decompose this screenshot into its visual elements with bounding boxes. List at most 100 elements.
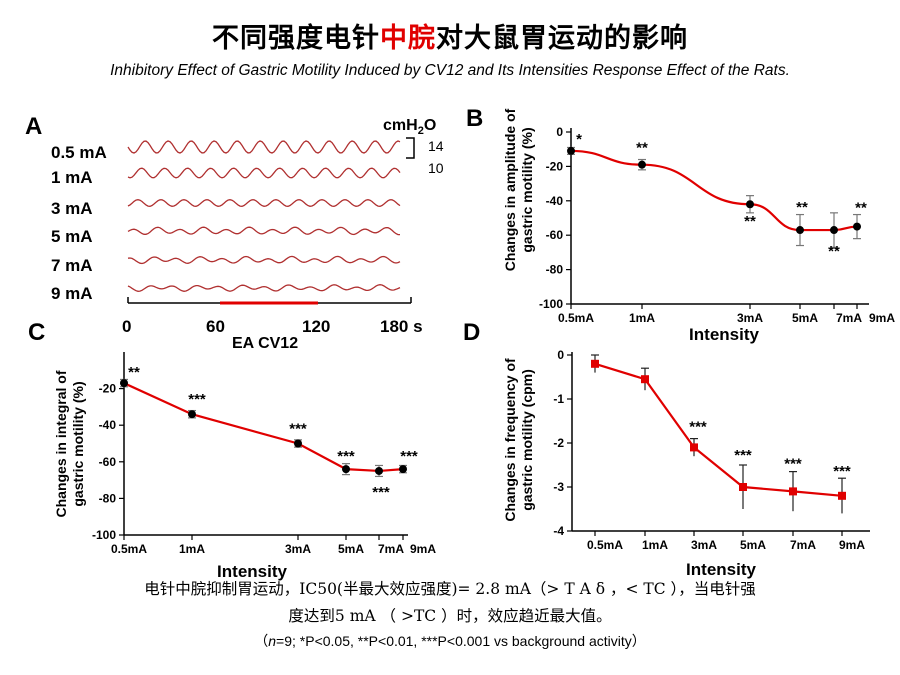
pressure-scale-bar <box>406 137 415 159</box>
y-tick-label: 0 <box>557 348 564 362</box>
x-axis-title: Intensity <box>689 325 759 344</box>
significance-mark: *** <box>372 484 390 501</box>
y-tick-label: -3 <box>553 480 564 494</box>
data-point <box>853 222 861 231</box>
series-line <box>594 362 843 497</box>
y-tick-label: -80 <box>546 263 564 277</box>
y-tick-label: -80 <box>99 491 117 505</box>
significance-mark: * <box>576 131 582 148</box>
data-point <box>638 160 646 169</box>
y-axis-title: Changes in amplitude ofgastric motility … <box>502 108 535 271</box>
significance-mark: ** <box>828 243 840 260</box>
significance-mark: ** <box>796 199 808 216</box>
trace-row-label: 7 mA <box>51 256 93 275</box>
data-point <box>294 439 302 448</box>
title-highlight: 中脘 <box>380 23 436 54</box>
data-point <box>830 226 838 235</box>
x-tick-label: 3mA <box>691 538 717 552</box>
significance-mark: ** <box>855 200 867 217</box>
significance-mark: *** <box>400 448 418 465</box>
y-axis-title: Changes in integral ofgastric motility (… <box>53 370 86 517</box>
trace-row-label: 1 mA <box>51 168 93 187</box>
gastric-trace <box>127 167 401 179</box>
significance-mark: ** <box>744 213 756 230</box>
significance-mark: *** <box>833 463 851 480</box>
y-tick-label: -100 <box>539 297 563 311</box>
statistics-note: （n=9; *P<0.05, **P<0.01, ***P<0.001 vs b… <box>0 631 900 651</box>
gastric-trace <box>127 284 401 292</box>
time-tick-label: 60 <box>206 317 225 336</box>
x-tick-label: 3mA <box>285 542 311 556</box>
y-tick-label: -20 <box>99 382 117 396</box>
x-tick-label: 0.5mA <box>558 311 594 325</box>
panel-label: B <box>466 105 483 132</box>
data-point <box>120 379 128 388</box>
data-point <box>342 465 350 474</box>
gastric-trace <box>127 140 401 154</box>
x-tick-label: 5mA <box>792 311 818 325</box>
panel-a-label: A <box>25 113 42 140</box>
data-point <box>796 226 804 235</box>
x-axis-title: Intensity <box>686 560 756 579</box>
y-tick-label: -1 <box>553 392 564 406</box>
x-axis-title: Intensity <box>217 562 287 581</box>
significance-mark: *** <box>734 447 752 464</box>
y-tick-label: -40 <box>99 418 117 432</box>
trace-row-label: 0.5 mA <box>51 143 107 162</box>
pressure-scale-value: 14 <box>428 138 444 154</box>
time-tick-label: 120 <box>302 317 330 336</box>
pressure-unit-label: cmH2O <box>383 117 436 137</box>
x-tick-label: 9mA <box>839 538 865 552</box>
data-point <box>739 483 747 491</box>
x-tick-label: 1mA <box>629 311 655 325</box>
stimulation-label: EA CV12 <box>232 335 298 352</box>
gastric-trace <box>127 199 401 207</box>
slide-title: 不同强度电针中脘对大鼠胃运动的影响 <box>0 16 900 55</box>
data-point <box>746 200 754 209</box>
x-tick-label: 0.5mA <box>111 542 147 556</box>
data-point <box>641 375 649 384</box>
panel-label: D <box>463 319 480 346</box>
time-tick-label: 0 <box>122 317 131 336</box>
conclusion-line-1: 电针中脘抑制胃运动，IC50(半最大效应强度)= 2.8 mA（> T A δ … <box>144 580 756 598</box>
y-tick-label: -60 <box>546 228 564 242</box>
x-tick-label: 1mA <box>642 538 668 552</box>
panel-label: C <box>28 319 45 346</box>
significance-mark: *** <box>188 391 206 408</box>
x-tick-label: 1mA <box>179 542 205 556</box>
data-point <box>789 487 797 496</box>
y-tick-label: -4 <box>553 524 564 538</box>
data-point <box>838 491 846 500</box>
series-line <box>123 382 404 473</box>
note-rest: =9; *P<0.05, **P<0.01, ***P<0.001 vs bac… <box>276 633 646 649</box>
significance-mark: *** <box>784 455 802 472</box>
y-tick-label: -20 <box>546 159 564 173</box>
y-tick-label: 0 <box>556 125 563 139</box>
significance-mark: *** <box>289 421 307 438</box>
time-tick-label: 180 s <box>380 317 423 336</box>
trace-row-label: 5 mA <box>51 227 93 246</box>
trace-row-label: 3 mA <box>51 199 93 218</box>
title-part1: 不同强度电针 <box>212 23 380 54</box>
title-part2: 对大鼠胃运动的影响 <box>436 23 688 54</box>
significance-mark: *** <box>337 448 355 465</box>
significance-mark: ** <box>636 140 648 157</box>
panel-a-traces: A 0.5 mA 1 mA 3 mA 5 mA 7 mA 9 mA cmH2O 14 10… <box>25 113 444 352</box>
y-tick-label: -100 <box>92 528 116 542</box>
data-point <box>188 410 196 419</box>
x-tick-label: 5mA <box>740 538 766 552</box>
panel-d-chart: D 0 -1 -2 -3 -4 0.5mA 1mA 3mA 5mA 7mA 9mA Intensity C… <box>463 319 870 579</box>
note-open: （ <box>254 633 269 649</box>
data-point <box>690 443 698 452</box>
y-axis-title: Changes in frequency ofgastric motility … <box>502 358 535 522</box>
gastric-trace <box>127 255 401 265</box>
data-point <box>399 465 407 474</box>
data-point <box>375 466 383 475</box>
x-tick-label: 7mA <box>836 311 862 325</box>
x-tick-label: 7mA <box>378 542 404 556</box>
y-tick-label: -2 <box>553 436 564 450</box>
y-tick-label: -60 <box>99 455 117 469</box>
conclusion-line-2: 度达到5 mA （ >TC ）时，效应趋近最大值。 <box>288 607 612 625</box>
